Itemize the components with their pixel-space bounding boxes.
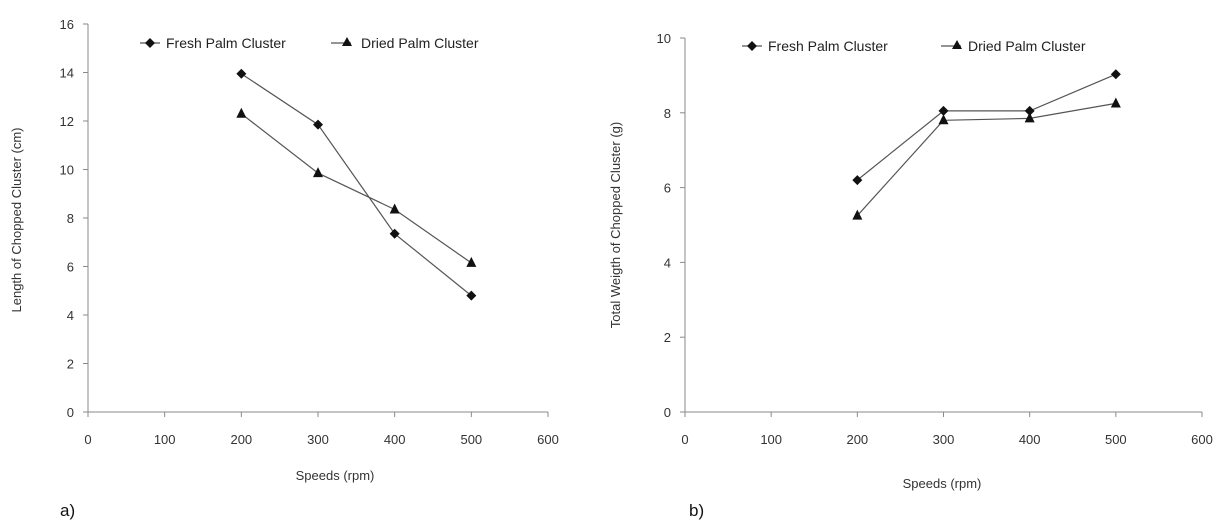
chart-b-x-tick-label: 400 (1019, 432, 1041, 447)
chart-a-y-axis-label: Length of Chopped Cluster (cm) (9, 128, 24, 313)
chart-a-data-point-dried (466, 256, 477, 267)
chart-b-panel-label: b) (689, 501, 704, 520)
chart-b-y-axis-label: Total Weigth of Chopped Cluster (g) (608, 122, 623, 328)
chart-b-legend-label-dried: Dried Palm Cluster (968, 38, 1086, 54)
chart-b-y-tick-label: 2 (664, 330, 671, 345)
chart-a-x-axis-label: Speeds (rpm) (296, 468, 375, 483)
chart-b-series-line-fresh (856, 73, 1117, 181)
chart-a-ticks: 0 2 4 6 8 10 12 14 16 0 100 200 300 400 500 600 (60, 17, 559, 447)
chart-a-y-tick-label: 0 (67, 405, 74, 420)
chart-a-data-point-dried (236, 107, 247, 118)
chart-a-y-tick-label: 6 (67, 260, 74, 275)
chart-a-data-point-fresh (466, 290, 477, 301)
chart-b-series-line-dried (856, 102, 1116, 217)
chart-b-x-tick-label: 0 (681, 432, 688, 447)
chart-b-legend-marker-fresh (747, 41, 757, 51)
chart-a-x-tick-label: 100 (154, 432, 176, 447)
chart-b-x-axis-label: Speeds (rpm) (903, 476, 982, 491)
chart-b-legend: Fresh Palm Cluster Dried Palm Cluster (742, 38, 1086, 54)
chart-b-y-tick-label: 6 (664, 181, 671, 196)
chart-a: 0 2 4 6 8 10 12 14 16 0 100 200 300 400 500 600 Speeds … (9, 17, 559, 520)
chart-b-data-point-dried (938, 114, 949, 125)
chart-a-legend-marker-fresh (145, 38, 155, 48)
chart-b-x-tick-label: 200 (846, 432, 868, 447)
chart-a-y-tick-label: 2 (67, 357, 74, 372)
chart-b-legend-marker-dried (952, 40, 962, 49)
chart-a-data-point-fresh (389, 228, 400, 239)
chart-a-data-point-fresh (313, 119, 323, 130)
chart-b-data-point-fresh (852, 175, 863, 186)
chart-a-x-tick-label: 300 (307, 432, 329, 447)
chart-a-data-point-dried (389, 203, 400, 214)
chart-b-x-tick-label: 300 (933, 432, 955, 447)
chart-b-y-tick-label: 10 (657, 31, 671, 46)
chart-b-x-tick-label: 600 (1191, 432, 1213, 447)
chart-a-series-line-fresh (240, 73, 472, 297)
chart-a-x-tick-label: 400 (384, 432, 406, 447)
chart-b-data-point-dried (1110, 97, 1121, 108)
chart-a-panel-label: a) (60, 501, 75, 520)
chart-a-legend-label-fresh: Fresh Palm Cluster (166, 35, 286, 51)
chart-a-y-tick-label: 14 (60, 66, 74, 81)
chart-b-series (852, 69, 1121, 220)
chart-a-legend-marker-dried (342, 37, 352, 46)
chart-b-x-tick-label: 500 (1105, 432, 1127, 447)
chart-b-data-point-fresh (1110, 69, 1121, 80)
chart-a-series (236, 68, 477, 301)
chart-b-data-point-dried (1024, 112, 1035, 123)
chart-a-x-tick-label: 500 (460, 432, 482, 447)
chart-a-y-tick-label: 4 (67, 308, 74, 323)
chart-b-data-point-fresh (938, 105, 949, 116)
chart-a-y-tick-label: 12 (60, 114, 74, 129)
chart-a-data-point-fresh (236, 68, 247, 79)
chart-a-axes (87, 24, 548, 413)
chart-b-axes (684, 38, 1202, 413)
chart-a-x-tick-label: 600 (537, 432, 559, 447)
chart-a-legend: Fresh Palm Cluster Dried Palm Cluster (140, 35, 479, 51)
chart-b-data-point-dried (852, 209, 863, 220)
chart-b-data-point-fresh (1024, 105, 1035, 116)
chart-a-y-tick-label: 16 (60, 17, 74, 32)
chart-a-series-line-dried (240, 113, 472, 264)
chart-a-legend-label-dried: Dried Palm Cluster (361, 35, 479, 51)
chart-b-x-tick-label: 100 (760, 432, 782, 447)
chart-b-y-tick-label: 0 (664, 405, 671, 420)
chart-a-y-tick-label: 8 (67, 211, 74, 226)
chart-b-y-tick-label: 4 (664, 255, 671, 270)
chart-a-x-tick-label: 0 (84, 432, 91, 447)
chart-a-x-tick-label: 200 (230, 432, 252, 447)
chart-a-y-tick-label: 10 (60, 163, 74, 178)
chart-b-y-tick-label: 8 (664, 106, 671, 121)
chart-a-data-point-dried (313, 167, 323, 178)
chart-b-legend-label-fresh: Fresh Palm Cluster (768, 38, 888, 54)
